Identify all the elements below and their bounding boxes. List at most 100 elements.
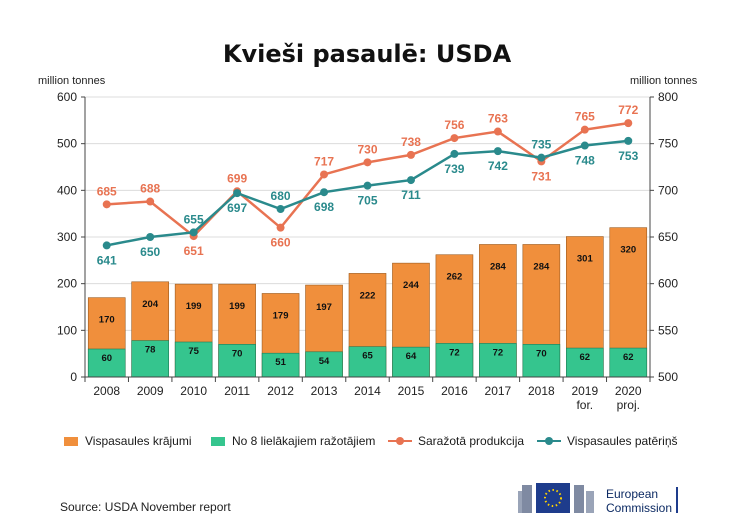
y-right-tick-label: 500 (658, 370, 678, 384)
y-left-tick-label: 100 (57, 323, 77, 337)
label-production: 772 (618, 103, 638, 117)
point-production (276, 223, 285, 232)
point-consumption (450, 149, 459, 158)
legend-label-production: Saražotā produkcija (418, 434, 525, 448)
bar-label-stocks: 199 (229, 301, 245, 312)
label-consumption: 742 (488, 159, 508, 173)
bar-top8 (305, 351, 343, 378)
y-right-tick-label: 800 (658, 90, 678, 104)
label-production: 731 (531, 169, 551, 183)
label-consumption: 697 (227, 201, 247, 215)
y-right-tick-label: 600 (658, 277, 678, 291)
point-production (406, 150, 415, 159)
y-right-axis-label: million tonnes (630, 75, 698, 87)
point-production (580, 125, 589, 134)
label-production: 685 (97, 184, 117, 198)
point-production (363, 158, 372, 167)
label-consumption: 650 (140, 245, 160, 259)
label-consumption: 680 (271, 189, 291, 203)
x-tick-label: 2016 (441, 384, 468, 398)
label-production: 756 (444, 118, 464, 132)
bar-label-stocks: 284 (490, 261, 507, 272)
y-right-tick-label: 750 (658, 137, 678, 151)
point-production (624, 119, 633, 128)
point-consumption (406, 176, 415, 185)
bar-top8 (566, 347, 604, 378)
point-consumption (102, 241, 111, 250)
label-production: 738 (401, 135, 421, 149)
legend-label-consumption: Vispasaules patēriņš (567, 434, 678, 448)
x-tick-label: 2018 (528, 384, 555, 398)
x-tick-label: 2008 (93, 384, 120, 398)
point-consumption (276, 205, 285, 213)
label-consumption: 735 (531, 138, 551, 152)
bar-top8 (131, 340, 169, 378)
point-production (146, 197, 155, 206)
label-consumption: 748 (575, 154, 595, 168)
bar-label-stocks: 204 (142, 299, 159, 310)
point-production (450, 134, 459, 143)
bar-top8 (479, 343, 517, 378)
bar-label-stocks: 244 (403, 280, 420, 291)
legend-swatch-top8 (211, 436, 225, 446)
point-consumption (146, 233, 155, 241)
label-production: 730 (357, 142, 377, 156)
chart-title: Kvieši pasaulē: USDA (223, 40, 512, 68)
legend-item-consumption: Vispasaules patēriņš (537, 434, 678, 448)
label-consumption: 641 (97, 253, 117, 267)
point-production (320, 170, 329, 179)
point-consumption (189, 228, 198, 237)
bar-label-top8: 60 (101, 353, 112, 364)
y-left-tick-label: 600 (57, 90, 77, 104)
y-left-tick-label: 200 (57, 277, 77, 291)
x-tick-label: 2012 (267, 384, 294, 398)
x-tick-sublabel: proj. (617, 398, 640, 412)
label-production: 763 (488, 112, 508, 126)
bar-label-stocks: 301 (577, 254, 594, 265)
x-tick-sublabel: for. (576, 398, 593, 412)
y-left-tick-label: 300 (57, 230, 77, 244)
bar-label-stocks: 284 (533, 261, 550, 272)
ec-building-icon (518, 483, 594, 513)
point-production (102, 200, 111, 209)
legend-item-production: Saražotā produkcija (388, 434, 524, 448)
y-left-tick-label: 400 (57, 183, 77, 197)
point-consumption (363, 181, 372, 190)
point-consumption (233, 189, 242, 198)
bar-label-top8: 75 (188, 346, 199, 357)
legend: Vispasaules krājumi No 8 lielākajiem raž… (0, 434, 735, 454)
bar-top8 (174, 341, 213, 378)
bar-label-top8: 64 (406, 351, 417, 362)
bar-top8 (392, 346, 430, 378)
bar-label-top8: 70 (536, 348, 547, 359)
x-tick-label: 2019 (571, 384, 598, 398)
label-production: 651 (184, 244, 204, 258)
bar-top8 (522, 344, 561, 378)
x-tick-label: 2009 (137, 384, 164, 398)
legend-swatch-production (388, 434, 412, 448)
label-production: 717 (314, 154, 334, 168)
bar-label-top8: 62 (580, 352, 591, 363)
y-right-tick-label: 650 (658, 230, 678, 244)
legend-item-top8: No 8 lielākajiem ražotājiem (211, 434, 375, 448)
label-consumption: 655 (184, 212, 204, 226)
bar-label-stocks: 170 (99, 315, 115, 326)
bar-label-stocks: 222 (360, 290, 376, 301)
x-tick-label: 2017 (485, 384, 512, 398)
legend-label-top8: No 8 lielākajiem ražotājiem (232, 434, 376, 448)
ec-logo-line2: Commission (606, 501, 673, 515)
x-tick-label: 2015 (398, 384, 425, 398)
label-consumption: 739 (444, 162, 464, 176)
legend-swatch-consumption (537, 434, 561, 448)
x-tick-label: 2020 (615, 384, 642, 398)
point-consumption (580, 141, 589, 150)
label-production: 765 (575, 110, 595, 124)
legend-swatch-stocks (64, 436, 78, 446)
label-production: 660 (271, 236, 291, 250)
ec-logo-line1: European (606, 487, 659, 501)
label-consumption: 705 (357, 194, 377, 208)
ec-divider (676, 487, 678, 513)
legend-item-stocks: Vispasaules krājumi (64, 434, 192, 448)
label-production: 688 (140, 182, 160, 196)
